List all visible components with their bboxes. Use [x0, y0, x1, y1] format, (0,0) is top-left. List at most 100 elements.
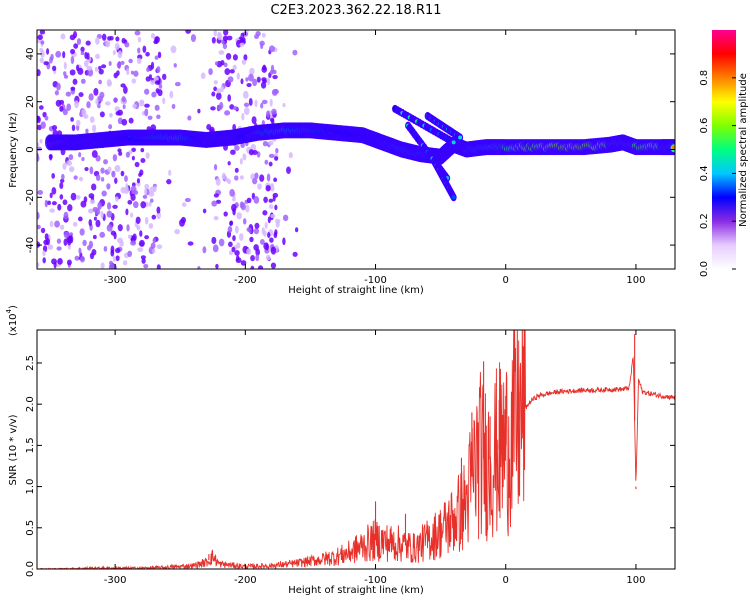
spectrogram-speckle	[47, 244, 54, 250]
spectrogram-speckle	[37, 241, 41, 248]
spectrogram-branch-core	[451, 140, 456, 145]
spectrogram-speckle	[121, 96, 126, 103]
spectrogram-speckle	[37, 262, 40, 268]
y-tick-label: 20	[25, 95, 36, 108]
spectrogram-speckle	[99, 111, 105, 118]
spectrogram-speckle	[68, 232, 74, 237]
spectrogram-speckle	[265, 254, 271, 261]
spectrogram-speckle	[220, 59, 225, 66]
spectrogram-speckle	[86, 101, 91, 109]
spectrogram-speckle	[218, 238, 225, 247]
spectrogram-speckle	[202, 246, 207, 254]
spectrogram-speckle	[125, 208, 129, 216]
spectrogram-speckle	[156, 244, 163, 250]
spectrogram-speckle	[112, 204, 118, 209]
spectrogram-speckle	[156, 66, 161, 74]
spectrogram-speckle	[150, 61, 155, 70]
spectrogram-speckle	[270, 246, 277, 255]
spectrogram-speckle	[229, 189, 235, 197]
spectrogram-speckle	[37, 116, 41, 124]
spectrogram-speckle	[67, 204, 73, 212]
spectrogram-speckle	[139, 101, 145, 107]
spectrogram-speckle	[292, 251, 298, 257]
spectrogram-speckle	[211, 91, 216, 97]
spectrogram-speckle	[262, 230, 267, 237]
spectrogram-speckle	[269, 185, 275, 192]
spectrogram-speckle	[270, 64, 275, 73]
spectrogram-speckle	[261, 99, 268, 105]
y-tick-label: 0.0	[25, 561, 36, 577]
spectrogram-speckle	[246, 82, 252, 88]
spectrogram-speckle	[262, 141, 269, 147]
spectrogram-speckle	[78, 176, 83, 182]
spectrogram-speckle	[268, 198, 274, 203]
y-tick-label: 40	[25, 48, 36, 61]
spectrogram-speckle	[67, 238, 72, 246]
spectrogram-speckle	[137, 47, 141, 54]
snr-y-scale-label: (x104)	[5, 305, 19, 336]
spectrogram-speckle	[174, 228, 181, 235]
snr-x-axis-label: Height of straight line (km)	[288, 585, 424, 596]
spectrogram-speckle	[128, 117, 134, 124]
spectrogram-speckle	[157, 89, 163, 97]
spectrogram-speckle	[257, 183, 262, 190]
spectrogram-speckle	[286, 166, 291, 174]
spectrogram-speckle	[260, 43, 264, 50]
spectrogram-speckle	[200, 72, 206, 79]
spectrogram-speckle	[162, 97, 166, 105]
spectrogram-speckle	[227, 94, 232, 102]
spectrogram-speckle	[78, 92, 84, 98]
spectrogram-speckle	[131, 147, 136, 153]
spectrogram-speckle	[62, 51, 66, 59]
spectrogram-speckle	[76, 64, 80, 72]
spectrogram-speckle	[140, 201, 147, 209]
spectrogram-speckle	[271, 108, 277, 115]
spectrogram-speckle	[156, 206, 161, 214]
spectrogram-speckle	[75, 195, 81, 200]
spectrogram-speckle	[97, 103, 101, 109]
spectrogram-speckle	[100, 177, 105, 182]
snr-line-layer	[37, 330, 675, 569]
spectrogram-speckle	[79, 228, 85, 236]
spectrogram-speckle	[187, 115, 192, 121]
spectrogram-speckle	[95, 37, 100, 45]
spectrogram-speckle	[135, 216, 141, 224]
spectrogram-speckle	[108, 60, 112, 67]
spectrogram-speckle	[222, 43, 228, 50]
spectrogram-speckle	[42, 257, 46, 264]
spectrogram-speckle	[239, 175, 244, 180]
spectrogram-speckle	[101, 190, 107, 197]
spectrogram-speckle	[71, 124, 76, 132]
spectrogram-speckle	[59, 194, 64, 200]
spectrogram-speckle	[241, 112, 245, 121]
spectrogram-speckle	[106, 183, 111, 190]
spectrogram-speckle	[49, 192, 53, 199]
spectrogram-speckle	[275, 221, 280, 228]
spectrogram-speckle	[150, 33, 156, 39]
spectrogram-speckle	[97, 201, 102, 210]
spectrogram-speckle	[227, 161, 231, 166]
spectrogram-speckle	[269, 98, 273, 107]
spectrogram-speckle	[171, 103, 176, 110]
spectrogram-speckle	[65, 91, 72, 97]
spectrogram-speckle	[214, 61, 219, 66]
spectrogram-speckle	[215, 199, 222, 204]
spectrogram-speckle	[150, 198, 154, 203]
spectrogram-speckle	[170, 45, 177, 54]
spectrogram-x-ticks: -300 -200 -100 0 100	[104, 30, 645, 286]
spectrogram-speckle	[117, 50, 123, 59]
spectrogram-speckle	[44, 115, 49, 121]
spectrogram-speckle	[181, 202, 187, 207]
spectrogram-speckle	[268, 140, 274, 146]
spectrogram-speckle	[85, 40, 91, 46]
spectrogram-speckle	[234, 225, 239, 234]
spectrogram-speckle	[51, 201, 57, 206]
spectrogram-speckle	[110, 249, 115, 257]
spectrogram-speckle	[242, 218, 247, 225]
spectrogram-speckle	[76, 119, 81, 127]
y-tick-label: 2.5	[25, 355, 36, 371]
spectrogram-speckle	[256, 76, 261, 83]
spectrogram-speckle	[37, 154, 40, 163]
spectrogram-speckle	[91, 183, 97, 191]
spectrogram-speckle	[125, 151, 130, 158]
